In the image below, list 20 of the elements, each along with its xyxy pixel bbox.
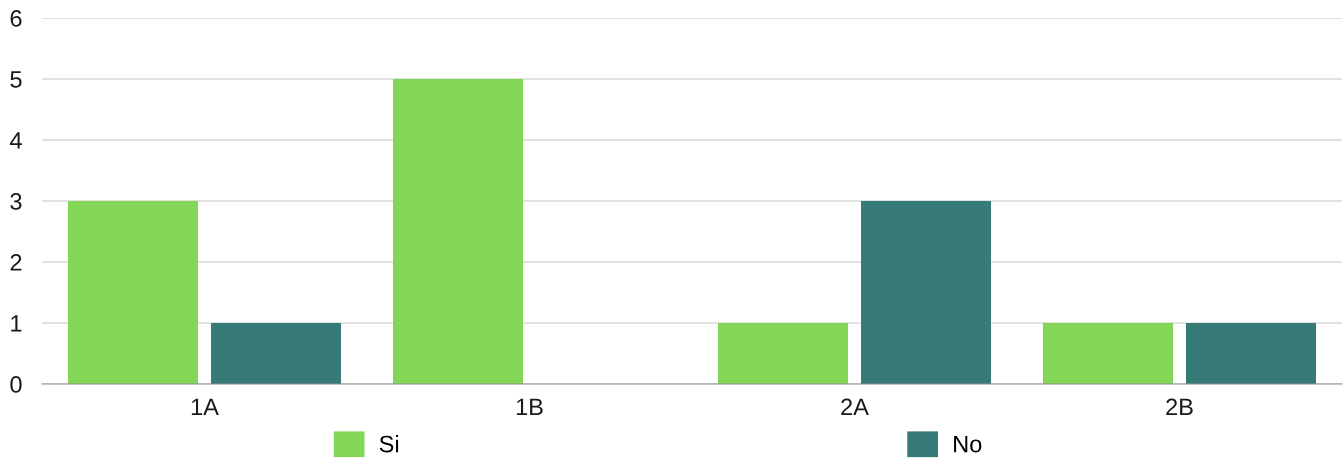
x-tick-label: 1A — [191, 398, 219, 415]
legend-label: No — [954, 435, 982, 453]
y-tick-label: 5 — [10, 71, 22, 88]
bar — [1186, 323, 1316, 384]
bar — [861, 201, 991, 384]
x-tick-label: 1B — [516, 398, 543, 415]
bar — [393, 79, 523, 384]
bar — [1043, 323, 1173, 384]
y-tick-label: 1 — [11, 315, 22, 332]
bar — [211, 323, 341, 384]
y-tick-label: 6 — [10, 10, 22, 27]
y-tick-label: 4 — [9, 132, 22, 149]
legend-label: Si — [379, 435, 399, 453]
y-tick-label: 3 — [10, 193, 22, 210]
bar — [718, 323, 848, 384]
y-tick-label: 0 — [10, 376, 22, 393]
x-tick-label: 2B — [1166, 398, 1193, 415]
bar — [68, 201, 198, 384]
x-tick-label: 2A — [841, 398, 869, 415]
y-tick-label: 2 — [10, 254, 22, 271]
